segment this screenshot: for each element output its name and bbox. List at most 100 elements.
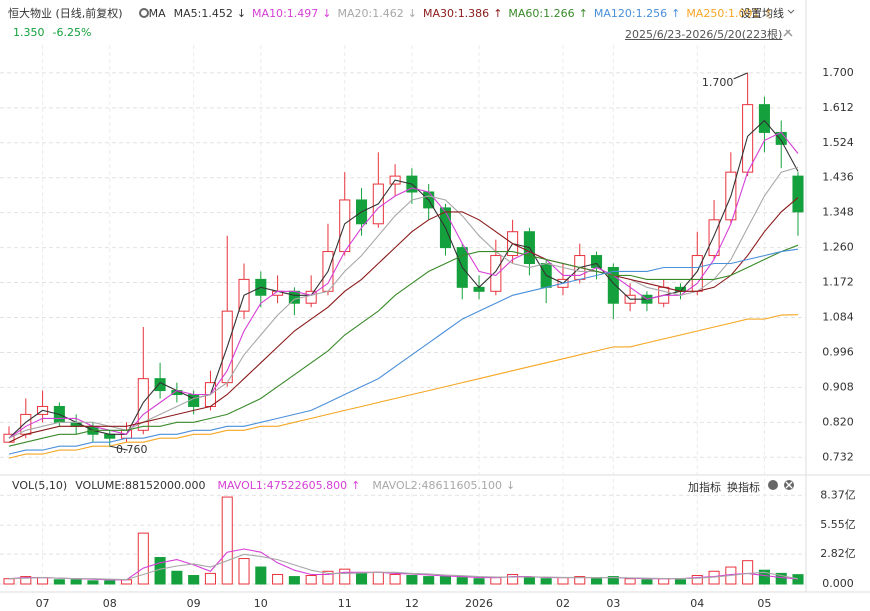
volume-bar xyxy=(272,573,284,585)
volume-bar xyxy=(490,577,502,585)
volume-bar xyxy=(171,570,183,585)
ma-settings-label[interactable]: 设置均线 xyxy=(740,7,784,20)
volume-header: VOL(5,10) VOLUME:88152000.000 MAVOL1:4752… xyxy=(12,479,515,492)
close-glyph xyxy=(785,481,793,489)
gear-icon[interactable] xyxy=(139,8,149,18)
candle-body xyxy=(591,255,603,268)
legend-value: 1.266 xyxy=(543,6,575,20)
legend-name: MA60 xyxy=(508,6,540,20)
candle-body xyxy=(708,219,720,257)
volume-bar xyxy=(104,580,116,585)
x-tick-label: 10 xyxy=(254,597,268,610)
candle-body xyxy=(104,433,116,439)
ma-line xyxy=(8,131,799,439)
switch-indicator[interactable]: 换指标 xyxy=(727,481,760,494)
legend-name: MA30 xyxy=(422,6,454,20)
volume-bar xyxy=(305,575,317,585)
y-tick-label: 5.55亿 xyxy=(820,518,856,531)
volume-bar xyxy=(20,576,32,585)
change: -6.25% xyxy=(52,26,92,39)
volume-bar xyxy=(758,569,770,585)
legend-value: 1.256 xyxy=(635,6,668,20)
legend-item: MA5:1.452 ↓ xyxy=(174,7,246,20)
legend-separator: : xyxy=(368,6,373,20)
y-tick-label: 1.084 xyxy=(822,311,854,324)
mavol-line xyxy=(8,553,799,581)
y-tick-label: 1.172 xyxy=(822,276,854,289)
x-tick-label: 02 xyxy=(556,597,570,610)
x-tick-label: 11 xyxy=(338,597,352,610)
volume-bar xyxy=(540,578,552,585)
legend-separator: : xyxy=(417,479,422,492)
ma-label: MA xyxy=(148,6,166,20)
legend-value: 1.091 xyxy=(728,6,760,20)
volume-bar xyxy=(792,574,804,585)
legend-trend: ↓ xyxy=(407,6,417,20)
candle-body xyxy=(742,104,754,173)
volume-bar xyxy=(557,577,569,585)
legend-item: MAVOL2:48611605.100 ↓ xyxy=(372,479,515,492)
add-indicator[interactable]: 加指标 xyxy=(688,481,721,494)
ma-line xyxy=(8,119,799,439)
ma-line xyxy=(8,197,799,443)
y-tick-label: 0.820 xyxy=(822,415,854,428)
volume-bar xyxy=(188,575,200,585)
legend-separator: : xyxy=(121,479,125,492)
volume-bar xyxy=(288,576,300,585)
volume-bar xyxy=(238,558,250,585)
x-tick-label: 12 xyxy=(405,597,419,610)
volume-bar xyxy=(607,576,619,585)
ma-line xyxy=(8,244,799,447)
volume-title: VOL(5,10) xyxy=(12,479,68,492)
legend-item: MA20:1.462 ↓ xyxy=(338,7,417,20)
volume-bar xyxy=(339,568,351,585)
y-tick-label: 0.996 xyxy=(822,345,854,358)
legend-trend: ↑ xyxy=(493,6,503,20)
legend-item: MA10:1.497 ↓ xyxy=(252,7,331,20)
y-tick-label: 2.82亿 xyxy=(820,547,856,560)
volume-bar xyxy=(372,571,384,585)
volume-bar xyxy=(456,577,468,585)
candle-body xyxy=(792,175,804,213)
legend-separator: : xyxy=(724,6,729,20)
legend-name: MA250 xyxy=(686,6,725,20)
pin-icon[interactable] xyxy=(783,29,793,37)
volume-bar xyxy=(523,577,535,585)
legend-value: 1.386 xyxy=(457,6,490,20)
gear-icon[interactable] xyxy=(768,480,778,490)
y-tick-label: 0.908 xyxy=(822,380,854,393)
legend: VOLUME:88152000.000 MAVOL1:47522605.800 ↑ M… xyxy=(75,479,515,492)
ma-settings[interactable]: 设置均线 xyxy=(740,5,784,21)
legend-trend: ↓ xyxy=(505,479,516,492)
legend-name: MA120 xyxy=(593,6,632,20)
volume-bar xyxy=(742,560,754,585)
chevron[interactable] xyxy=(787,9,795,14)
volume-bar xyxy=(355,572,368,585)
y-tick-label: 1.436 xyxy=(822,171,854,184)
y-tick-label: 1.700 xyxy=(822,66,854,79)
legend-separator: : xyxy=(631,6,636,20)
ma-line xyxy=(8,314,799,459)
y-tick-label: 1.524 xyxy=(822,136,854,149)
legend-name: MA10 xyxy=(252,6,284,20)
legend-separator: : xyxy=(453,6,458,20)
volume-bar xyxy=(221,496,233,585)
candle-body xyxy=(339,199,351,253)
x-tick-label: 08 xyxy=(103,597,117,610)
legend-value: 1.462 xyxy=(372,6,404,20)
indicator-buttons: 加指标 换指标 xyxy=(688,479,760,495)
volume-bar xyxy=(255,566,267,585)
volume-bar xyxy=(120,579,133,585)
volume-bar xyxy=(674,579,687,585)
candle-body xyxy=(607,266,619,304)
annotation-label: 1.700 xyxy=(702,76,734,89)
legend-name: VOLUME xyxy=(75,479,122,492)
volume-bar xyxy=(473,578,485,585)
volume-bar xyxy=(37,577,49,585)
legend-trend: ↑ xyxy=(671,6,681,20)
y-tick-label: 1.612 xyxy=(822,101,854,114)
legend-item: MA30:1.386 ↑ xyxy=(423,7,502,20)
date-range: 2025/6/23-2026/5/20(223根) xyxy=(625,26,782,42)
